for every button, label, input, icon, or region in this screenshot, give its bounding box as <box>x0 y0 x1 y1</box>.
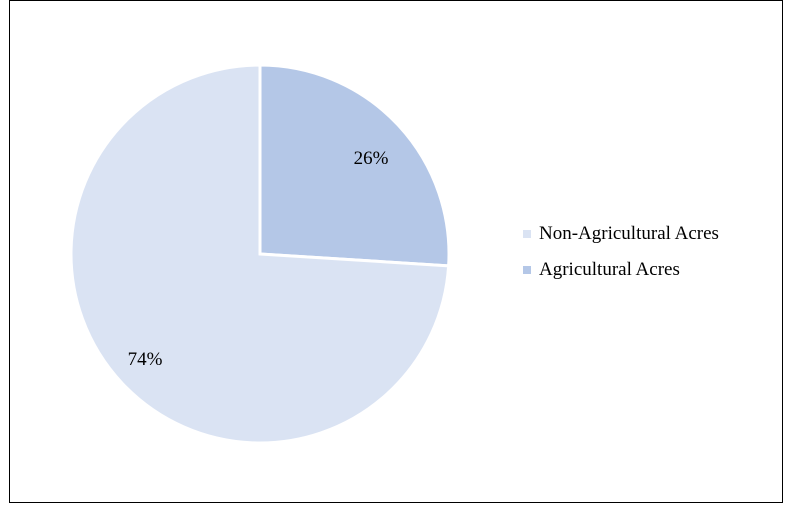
chart-legend: Non-Agricultural Acres Agricultural Acre… <box>523 222 719 294</box>
legend-label-agricultural: Agricultural Acres <box>539 259 680 280</box>
legend-swatch-non-agricultural <box>523 230 531 238</box>
legend-label-non-agricultural: Non-Agricultural Acres <box>539 223 719 244</box>
legend-item-agricultural: Agricultural Acres <box>523 258 719 282</box>
pie-slice-non-agricultural-acres <box>69 63 451 445</box>
data-label-non-agricultural-acres: 74% <box>128 349 163 370</box>
data-label-agricultural-acres: 26% <box>354 148 389 169</box>
legend-item-non-agricultural: Non-Agricultural Acres <box>523 222 719 246</box>
pie-slice-agricultural-acres <box>258 63 451 268</box>
legend-swatch-agricultural <box>523 266 531 274</box>
